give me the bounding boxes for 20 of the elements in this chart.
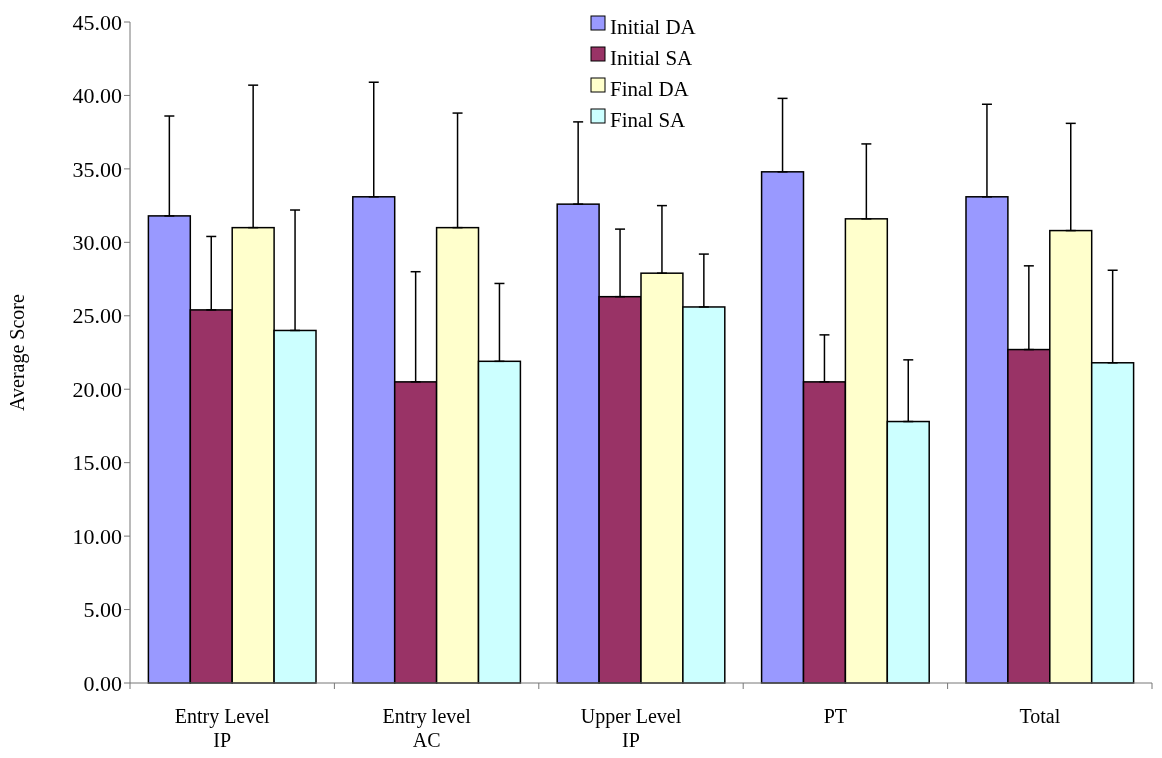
y-tick-label: 0.00	[83, 670, 122, 696]
legend-label: Initial SA	[610, 46, 694, 71]
y-tick-label: 25.00	[72, 303, 122, 329]
y-tick-label: 45.00	[72, 9, 122, 35]
y-tick-label: 10.00	[72, 523, 122, 549]
x-tick-label: Entry Level IP	[174, 705, 271, 751]
x-tick-label: Upper Level IP	[580, 705, 682, 751]
y-tick-label: 40.00	[72, 83, 122, 109]
y-tick-label: 5.00	[83, 597, 122, 623]
y-axis-title: Average Score	[6, 293, 29, 411]
y-tick-label: 20.00	[72, 376, 122, 402]
y-tick-label: 35.00	[72, 156, 122, 182]
legend-label: Final DA	[610, 77, 690, 102]
x-tick-label: PT	[823, 705, 848, 727]
x-tick-label: Entry level AC	[382, 705, 472, 751]
y-tick-label: 15.00	[72, 450, 122, 476]
x-tick-label: Total	[1019, 705, 1061, 727]
legend-label: Final SA	[610, 108, 687, 133]
y-tick-label: 30.00	[72, 230, 122, 256]
legend-label: Initial DA	[610, 15, 697, 40]
